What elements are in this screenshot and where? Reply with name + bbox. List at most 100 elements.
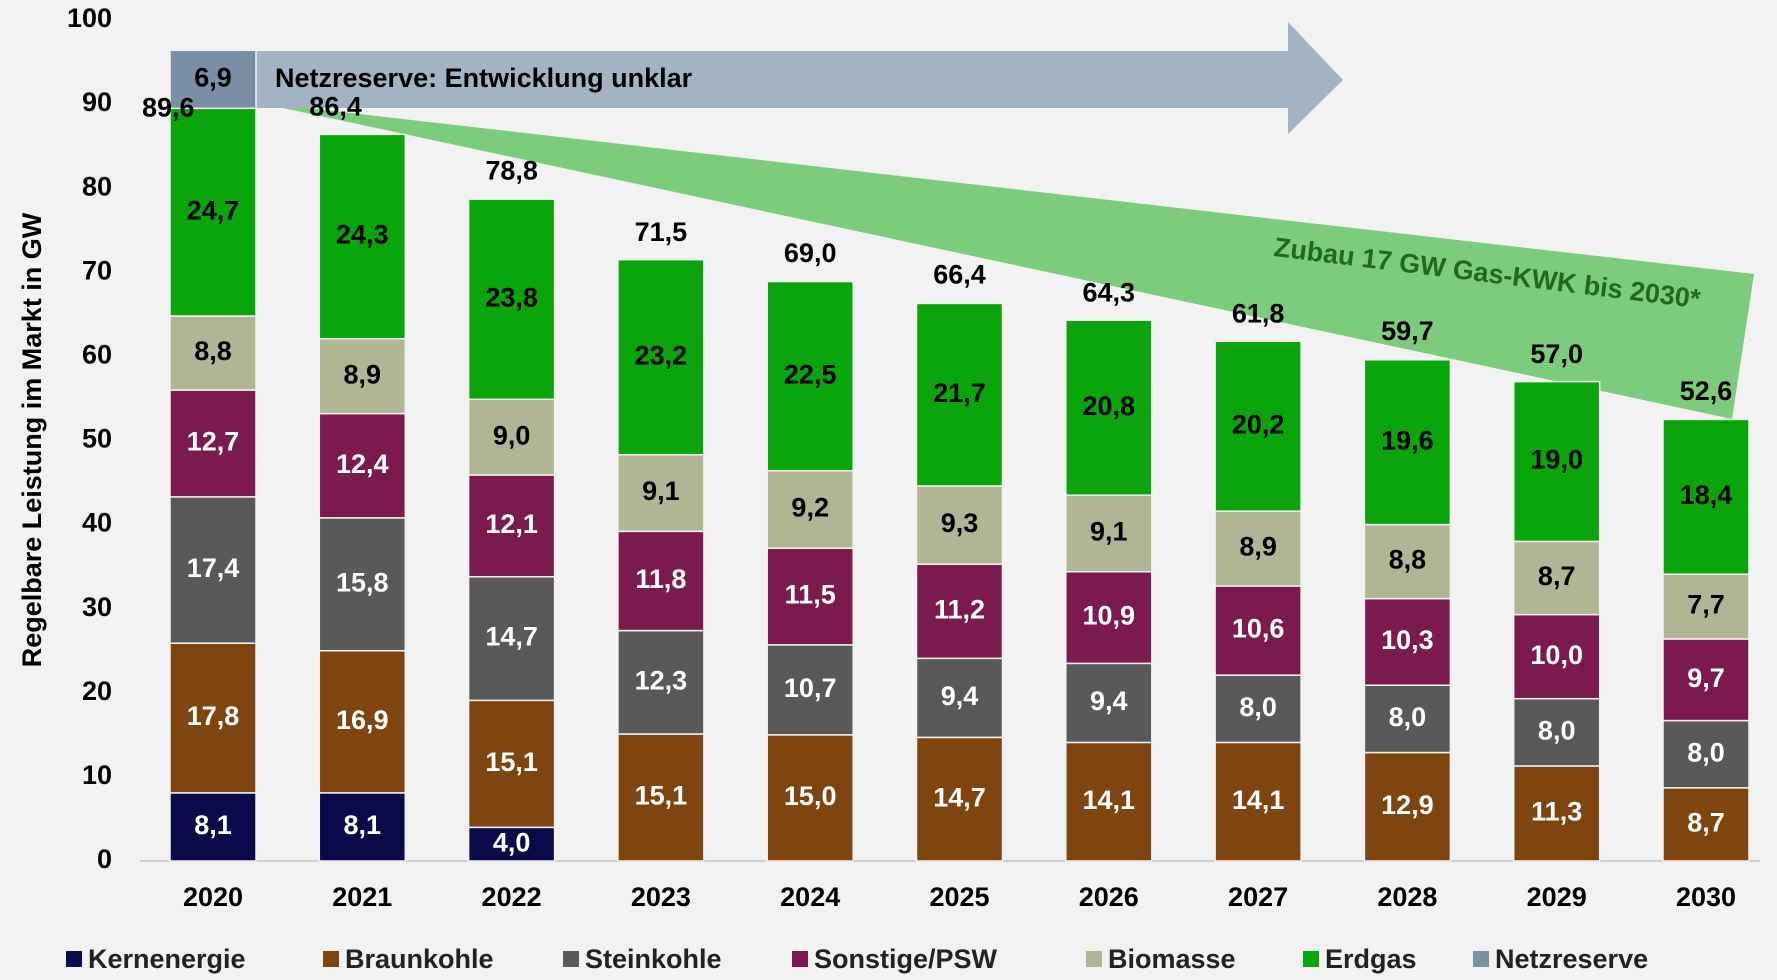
bar-value-label: 14,7 xyxy=(933,782,986,812)
bar-segment xyxy=(1512,613,1601,700)
bar-segment xyxy=(1512,380,1601,543)
bar-segment xyxy=(1065,741,1153,862)
bar-segment xyxy=(1065,319,1153,496)
bar-value-label: 8,0 xyxy=(1538,715,1576,745)
bar-segment xyxy=(1512,540,1601,616)
total-label: 61,8 xyxy=(1232,298,1285,328)
bar-value-label: 14,1 xyxy=(1232,785,1285,815)
bar-segment xyxy=(1662,418,1750,575)
bar-segment xyxy=(169,642,257,794)
bar-segment xyxy=(915,736,1004,862)
x-tick-label: 2026 xyxy=(1079,882,1139,912)
bar-value-label: 24,7 xyxy=(187,195,240,225)
legend-label: Braunkohle xyxy=(345,944,494,974)
bar-value-label: 12,7 xyxy=(187,427,240,457)
bar-value-label: 15,0 xyxy=(784,781,837,811)
x-tick-label: 2022 xyxy=(482,882,542,912)
bar-segment xyxy=(1662,638,1750,722)
total-label: 71,5 xyxy=(635,217,688,247)
total-label: 59,7 xyxy=(1381,316,1434,346)
bar-value-label: 8,1 xyxy=(194,810,232,840)
bar-value-label: 8,8 xyxy=(1389,545,1427,575)
reserve-arrow xyxy=(170,22,1343,134)
bar-value-label: 12,3 xyxy=(635,665,688,695)
bar-value-label: 11,3 xyxy=(1531,797,1582,827)
bar-value-label: 11,5 xyxy=(785,580,836,610)
bar-value-label: 21,7 xyxy=(933,378,986,408)
x-tick-label: 2020 xyxy=(183,882,243,912)
bar-value-label: 8,1 xyxy=(344,810,382,840)
bar-value-label: 9,2 xyxy=(791,493,829,523)
bar-segment xyxy=(617,629,705,735)
bar-segment xyxy=(617,733,705,862)
bar-value-label: 10,3 xyxy=(1381,625,1434,655)
bar-segment xyxy=(1363,751,1452,862)
bar-value-label: 10,9 xyxy=(1083,601,1136,631)
bar-segment xyxy=(318,412,407,519)
bar-segment xyxy=(766,734,854,862)
bar-segment xyxy=(1363,597,1452,686)
bar-segment xyxy=(1214,340,1302,512)
bar-value-label: 9,4 xyxy=(941,681,979,711)
legend-swatch xyxy=(792,951,808,967)
bar-segment xyxy=(169,107,257,317)
bar-segment xyxy=(915,302,1004,487)
bar-value-label: 8,7 xyxy=(1687,808,1725,838)
bar-value-label: 23,2 xyxy=(635,340,688,370)
y-tick-label: 10 xyxy=(82,760,112,790)
x-tick-label: 2027 xyxy=(1228,882,1288,912)
bar-value-label: 8,9 xyxy=(344,359,382,389)
bar-value-label: 8,0 xyxy=(1389,702,1427,732)
y-tick-label: 100 xyxy=(67,3,112,33)
bar-value-label: 9,7 xyxy=(1687,663,1725,693)
bar-segment xyxy=(617,258,705,456)
bar-value-label: 14,7 xyxy=(485,622,538,652)
bar-segment xyxy=(1512,697,1601,767)
bar-value-label: 9,0 xyxy=(493,420,531,450)
bar-value-label: 12,4 xyxy=(336,449,389,479)
bar-segment xyxy=(1662,573,1750,640)
bar-segment xyxy=(1065,494,1153,573)
x-tick-label: 2028 xyxy=(1377,882,1437,912)
y-tick-label: 0 xyxy=(97,844,112,874)
bar-value-label: 8,9 xyxy=(1239,532,1277,562)
legend-swatch xyxy=(563,951,579,967)
legend-swatch xyxy=(1086,951,1102,967)
total-label: 78,8 xyxy=(485,155,538,185)
bar-value-label: 15,1 xyxy=(485,747,538,777)
legend-label: Erdgas xyxy=(1325,944,1417,974)
bar-segment xyxy=(467,474,556,578)
bar-value-label: 19,6 xyxy=(1381,425,1434,455)
bar-value-label: 20,8 xyxy=(1083,391,1136,421)
bar-value-label: 9,1 xyxy=(1090,517,1128,547)
bar-value-label: 17,4 xyxy=(187,553,240,583)
bar-value-label: 18,4 xyxy=(1680,480,1733,510)
legend-swatch xyxy=(1303,951,1319,967)
legend-swatch xyxy=(1473,951,1489,967)
bar-segment xyxy=(617,454,705,533)
y-tick-label: 90 xyxy=(82,87,112,117)
total-label: 66,4 xyxy=(933,260,986,290)
y-tick-label: 70 xyxy=(82,255,112,285)
x-tick-label: 2025 xyxy=(929,882,989,912)
bar-value-label: 12,1 xyxy=(485,509,538,539)
x-tick-label: 2024 xyxy=(780,882,840,912)
bar-segment xyxy=(467,699,556,829)
bar-value-label: 14,1 xyxy=(1083,785,1136,815)
bar-value-label: 17,8 xyxy=(187,701,240,731)
bar-value-label: 23,8 xyxy=(485,282,538,312)
bar-segment xyxy=(1512,765,1601,862)
bar-value-label: 9,3 xyxy=(941,508,979,538)
bar-value-label: 11,2 xyxy=(934,594,985,624)
bar-segment xyxy=(617,530,705,632)
bar-segment xyxy=(467,575,556,702)
bar-segment xyxy=(766,280,854,472)
bar-segment xyxy=(1214,674,1302,744)
legend-label: Steinkohle xyxy=(585,944,722,974)
bar-value-label: 22,5 xyxy=(784,359,837,389)
bar-value-label: 8,0 xyxy=(1239,692,1277,722)
gas-wedge xyxy=(255,102,1754,419)
bar-value-label: 8,7 xyxy=(1538,561,1576,591)
legend-label: Biomasse xyxy=(1108,944,1236,974)
